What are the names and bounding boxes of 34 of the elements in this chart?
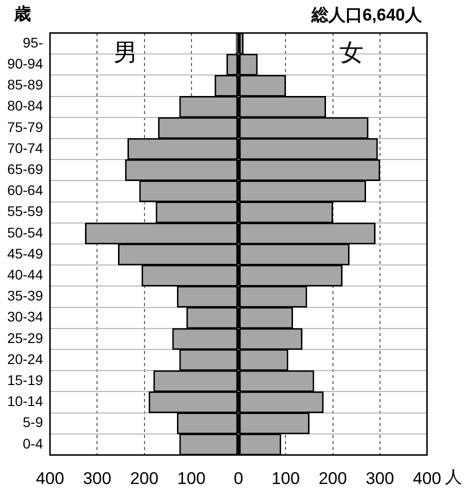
y-axis-title: 歳 [13, 4, 31, 24]
x-tick-label: 0 [234, 468, 244, 488]
y-tick-label: 40-44 [7, 266, 44, 283]
x-tick-label: 300 [82, 468, 112, 488]
text: 男 [113, 40, 138, 67]
y-tick-label: 50-54 [7, 224, 44, 240]
y-tick-label: 45-49 [7, 245, 44, 262]
y-tick-label: 25-29 [7, 330, 44, 346]
series-label: 女 [340, 40, 364, 67]
y-tick-label: 30-34 [7, 308, 44, 325]
y-tick-label: 80-84 [7, 98, 44, 114]
y-tick-label: 60-64 [7, 182, 44, 198]
x-tick-label: 200 [318, 468, 347, 488]
x-axis-title: 人 [445, 468, 462, 487]
y-tick-label: 75-79 [7, 118, 44, 135]
y-tick-label: 10-14 [7, 393, 44, 410]
y-tick-label: 20-24 [7, 350, 44, 367]
y-tick-label: 90-94 [7, 56, 44, 72]
y-tick-label: 65-69 [7, 161, 44, 178]
x-tick-label: 200 [130, 468, 158, 488]
y-tick-label: 5-9 [22, 414, 44, 430]
y-tick-label: 95- [22, 34, 44, 50]
y-tick-label: 70-74 [7, 140, 44, 156]
x-tick-label: 100 [271, 468, 300, 488]
x-tick-label: 300 [366, 468, 394, 488]
x-tick-label: 400 [412, 468, 442, 488]
y-tick-label: 85-89 [7, 76, 44, 93]
y-tick-label: 15-19 [7, 372, 44, 388]
y-tick-label: 35-39 [7, 288, 44, 304]
x-tick-label: 400 [36, 468, 64, 488]
y-tick-label: 55-59 [7, 203, 44, 220]
chart-title: 総人口6,640人 [310, 6, 423, 25]
x-tick-label: 100 [177, 468, 206, 488]
y-tick-label: 0-4 [22, 435, 44, 452]
